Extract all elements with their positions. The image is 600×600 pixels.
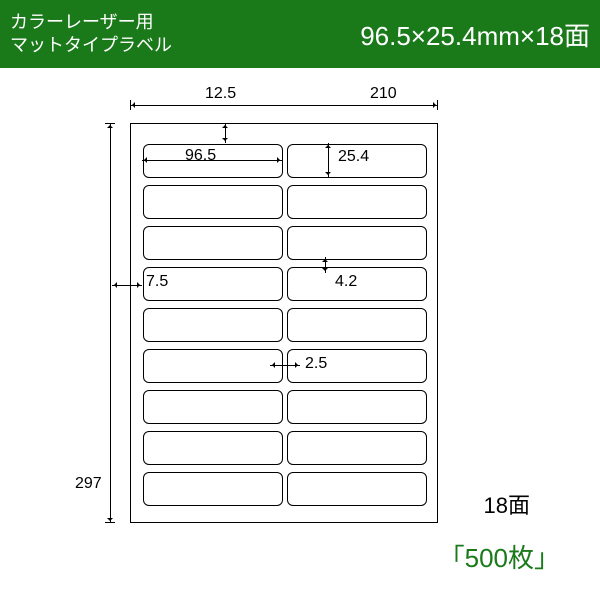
dim-210: 210 — [370, 85, 397, 103]
label-row — [143, 472, 427, 506]
label-cell — [143, 390, 283, 424]
dim-line-gh — [270, 365, 300, 366]
dim-gv: 4.2 — [335, 273, 357, 291]
header: カラーレーザー用 マットタイプラベル 96.5×25.4mm×18面 — [0, 0, 600, 68]
header-line2: マットタイプラベル — [10, 34, 172, 57]
label-cell — [143, 185, 283, 219]
dim-297: 297 — [75, 475, 102, 493]
sheet-outline — [130, 123, 438, 523]
label-cell — [287, 390, 427, 424]
label-cell — [287, 472, 427, 506]
label-cell — [287, 226, 427, 260]
label-cell — [143, 308, 283, 342]
label-cell — [143, 349, 283, 383]
dim-125: 12.5 — [205, 85, 236, 103]
label-cell — [143, 431, 283, 465]
dim-line-width — [130, 105, 438, 106]
header-line1: カラーレーザー用 — [10, 11, 172, 34]
label-row — [143, 431, 427, 465]
label-row — [143, 349, 427, 383]
sheet-count: 「500枚」 — [439, 538, 560, 575]
label-cell — [287, 185, 427, 219]
label-diagram: 210 12.5 96.5 25.4 7.5 4.2 2.5 297 — [130, 95, 470, 515]
dim-line-lh — [328, 143, 329, 177]
dim-line-gv — [325, 257, 326, 273]
label-row — [143, 267, 427, 301]
dim-gh: 2.5 — [305, 355, 327, 373]
label-count: 18面 — [484, 488, 530, 520]
label-row — [143, 308, 427, 342]
dim-line-ml — [112, 285, 142, 286]
label-grid — [143, 144, 427, 513]
header-spec: 96.5×25.4mm×18面 — [360, 16, 590, 53]
label-row — [143, 226, 427, 260]
dim-lh: 25.4 — [338, 148, 369, 166]
product-type: カラーレーザー用 マットタイプラベル — [10, 11, 172, 58]
dim-line-h — [110, 123, 111, 523]
label-cell — [143, 472, 283, 506]
dim-ml: 7.5 — [146, 273, 168, 291]
label-cell — [287, 431, 427, 465]
label-row — [143, 185, 427, 219]
label-cell — [143, 226, 283, 260]
label-row — [143, 390, 427, 424]
label-cell — [287, 308, 427, 342]
dim-lw: 96.5 — [185, 147, 216, 165]
